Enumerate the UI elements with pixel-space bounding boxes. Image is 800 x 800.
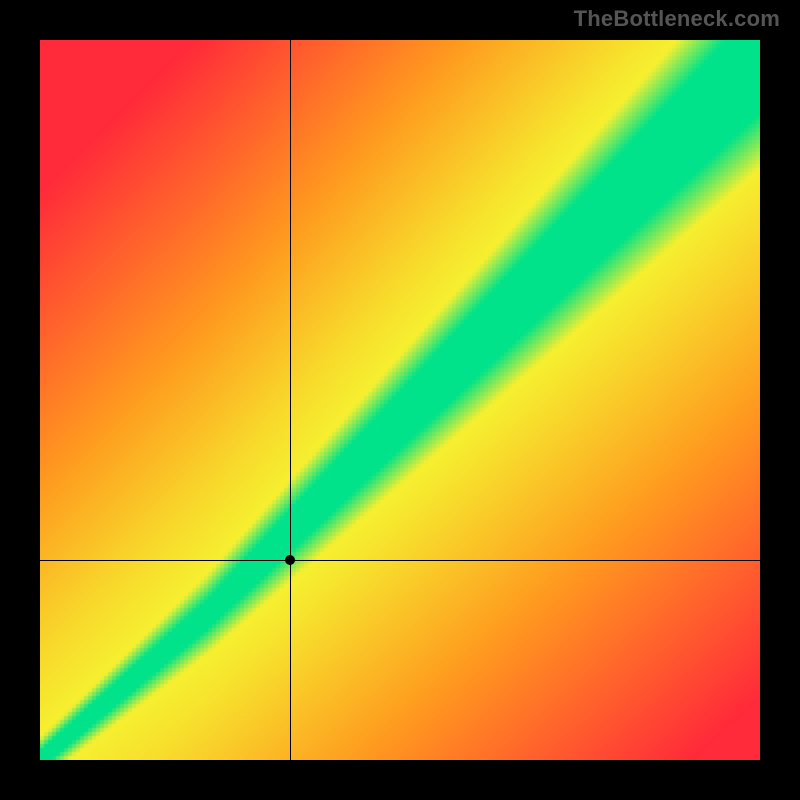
heatmap-frame bbox=[40, 40, 760, 760]
watermark-text: TheBottleneck.com bbox=[574, 6, 780, 32]
selected-point bbox=[285, 555, 295, 565]
crosshair-horizontal bbox=[40, 560, 760, 561]
crosshair-vertical bbox=[290, 40, 291, 760]
bottleneck-heatmap bbox=[40, 40, 760, 760]
